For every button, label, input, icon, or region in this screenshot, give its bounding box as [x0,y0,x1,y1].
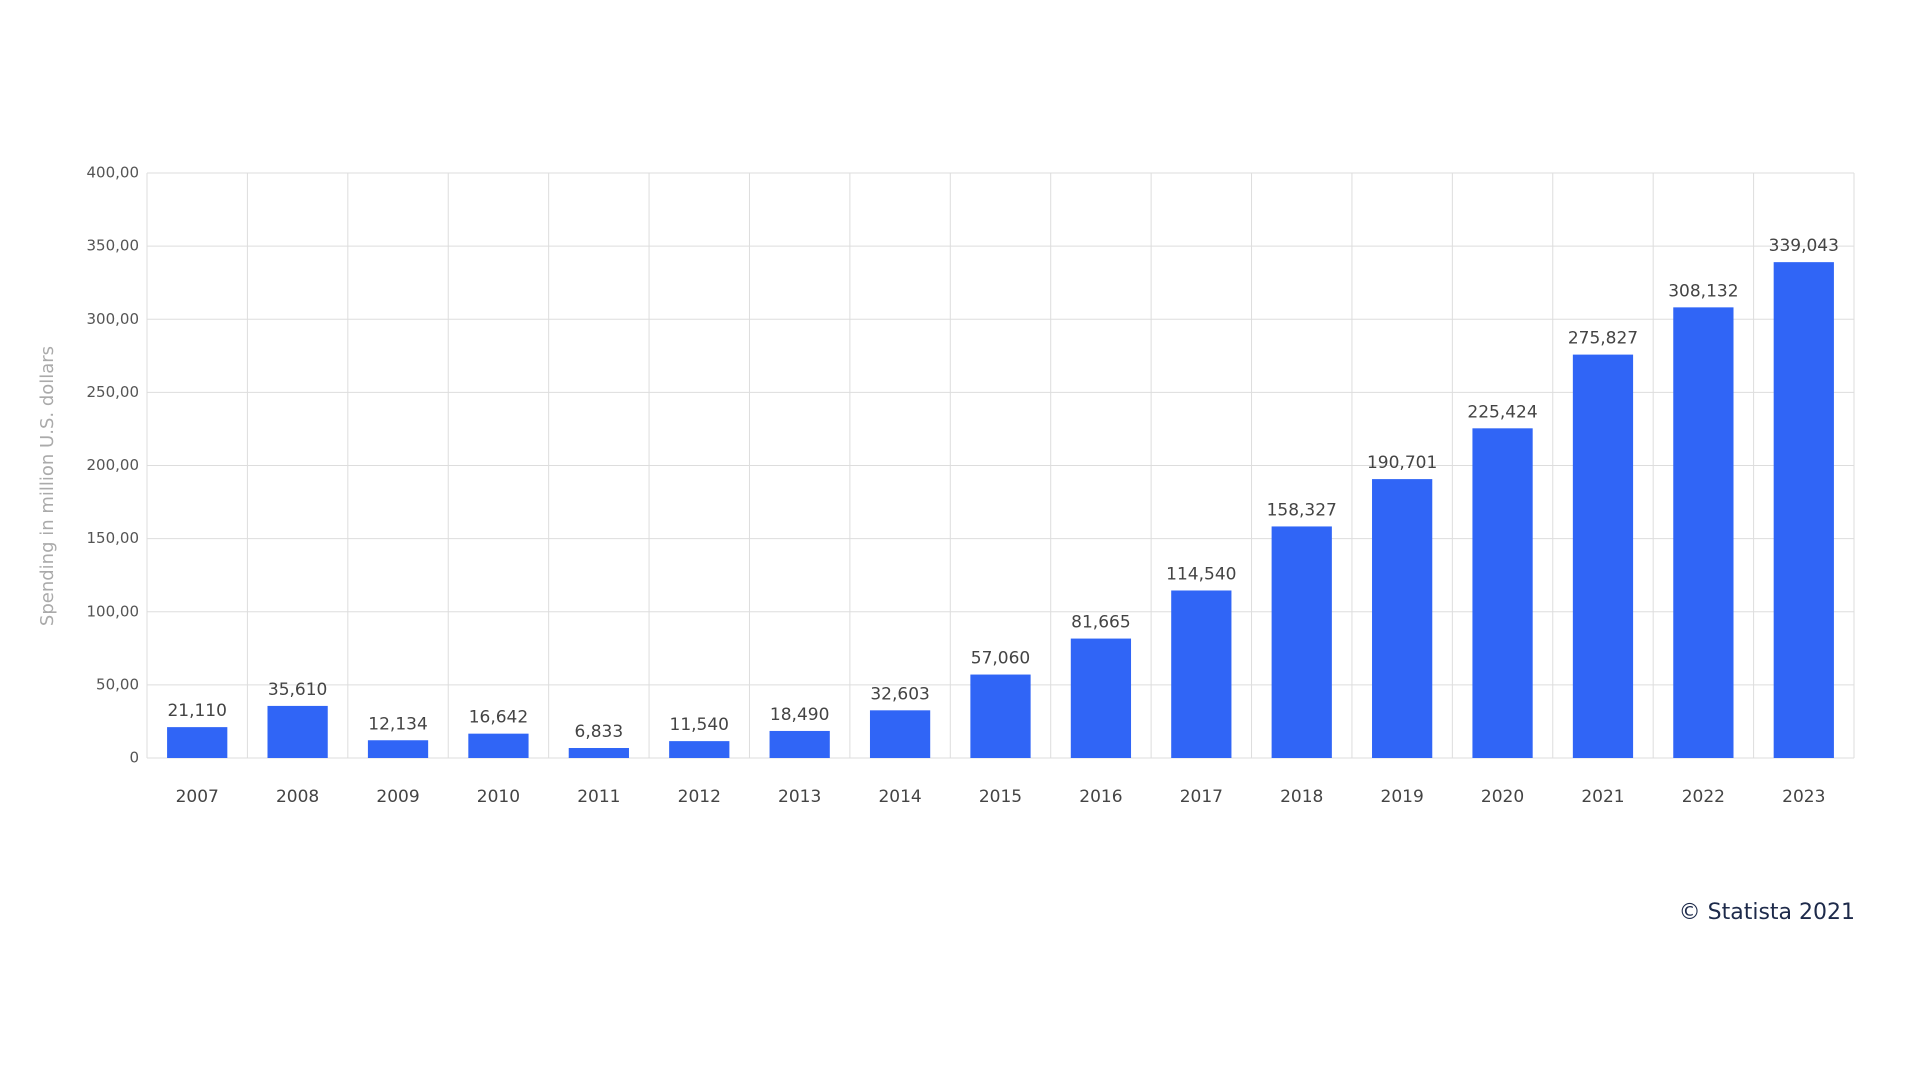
x-tick-label: 2021 [1581,787,1624,807]
x-tick-label: 2015 [979,787,1022,807]
bar [1472,428,1533,758]
value-label: 32,603 [870,684,929,704]
value-label: 11,540 [670,715,729,735]
x-tick-label: 2009 [376,787,419,807]
value-label: 57,060 [971,649,1030,669]
bar [568,748,629,758]
x-tick-label: 2007 [176,787,219,807]
value-label: 12,134 [368,714,427,734]
value-label: 114,540 [1166,564,1236,584]
y-tick-label: 0 [129,749,139,767]
source: © Statista 2021 [1679,900,1855,925]
value-label: 225,424 [1467,402,1537,422]
bar [468,733,529,758]
value-label: 6,833 [575,722,624,742]
y-tick-label: 350,00 [87,237,140,255]
x-tick-label: 2014 [878,787,921,807]
x-tick-label: 2020 [1481,787,1524,807]
bar [869,710,931,758]
x-tick-label: 2011 [577,787,620,807]
bar [769,730,830,758]
bar [970,674,1031,758]
value-label: 35,610 [268,680,327,700]
bar [367,740,429,758]
x-tick-label: 2022 [1682,787,1725,807]
value-label: 339,043 [1769,236,1839,256]
y-tick-label: 400,00 [87,164,140,182]
y-tick-label: 150,00 [87,529,140,547]
y-tick-label: 100,00 [87,602,140,620]
value-label: 275,827 [1568,329,1638,349]
value-label: 21,110 [167,701,226,721]
bar [1372,479,1433,758]
bar [1673,307,1734,758]
bar [167,727,228,758]
bar [1572,354,1634,758]
y-tick-label: 50,00 [96,675,139,693]
y-tick-label: 300,00 [87,310,140,328]
value-label: 81,665 [1071,613,1130,633]
x-tick-label: 2023 [1782,787,1825,807]
x-tick-label: 2008 [276,787,319,807]
x-tick-label: 2019 [1381,787,1424,807]
value-label: 16,642 [469,708,528,728]
value-label: 308,132 [1668,281,1738,301]
x-tick-label: 2013 [778,787,821,807]
x-tick-label: 2016 [1079,787,1122,807]
value-label: 18,490 [770,705,829,725]
value-label: 190,701 [1367,453,1437,473]
x-tick-label: 2017 [1180,787,1223,807]
x-tick-label: 2018 [1280,787,1323,807]
x-tick-label: 2010 [477,787,520,807]
bar [1171,590,1232,758]
y-tick-label: 250,00 [87,383,140,401]
bar [1773,262,1834,758]
y-tick-label: 200,00 [87,456,140,474]
bar [1271,526,1332,758]
bar [669,741,730,758]
bar [267,705,328,758]
y-axis-title: Spending in million U.S. dollars [37,346,58,626]
bar [1070,638,1132,758]
x-tick-label: 2012 [678,787,721,807]
value-label: 158,327 [1267,500,1337,520]
